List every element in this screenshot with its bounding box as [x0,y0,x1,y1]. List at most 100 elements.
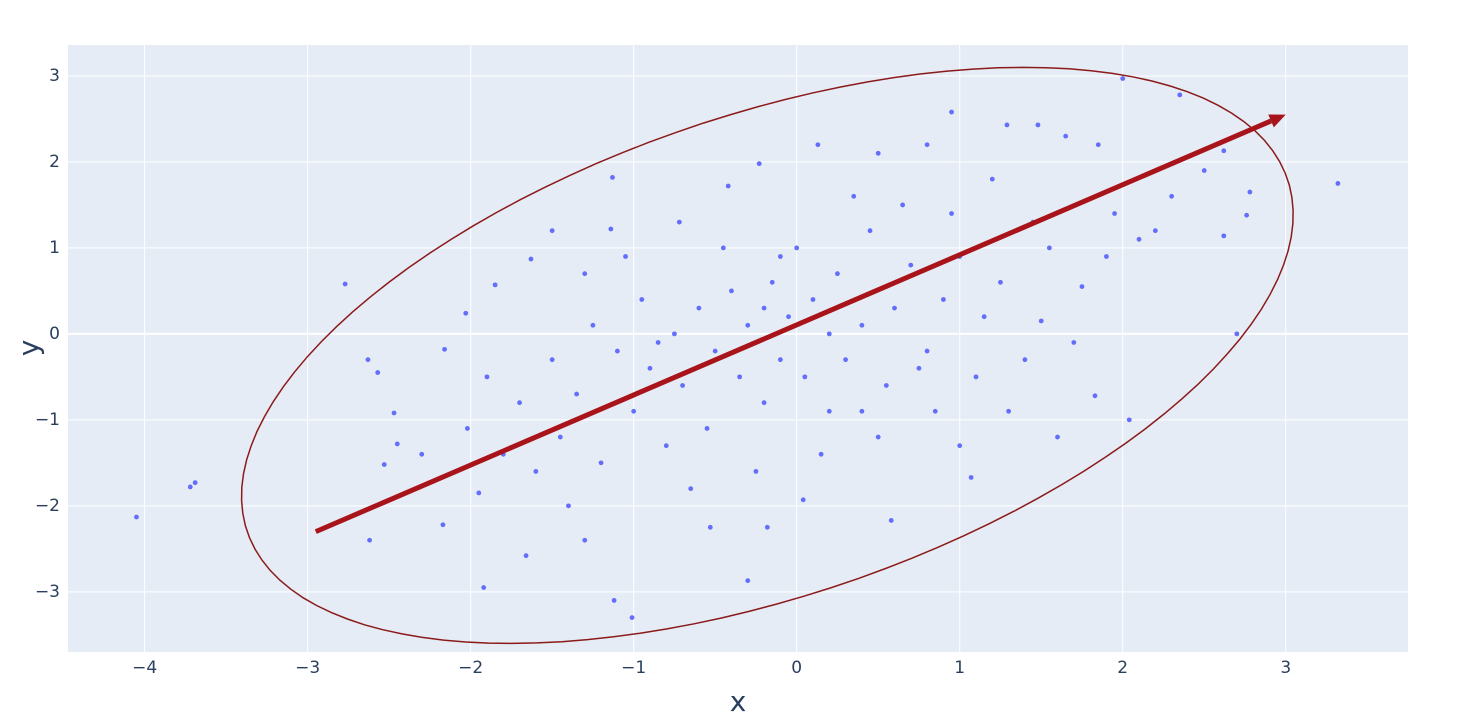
x-tick-label: 2 [1117,658,1128,678]
point [764,524,770,530]
point [777,357,783,363]
point [818,451,824,457]
point [440,522,446,528]
x-tick-label: 0 [791,658,802,678]
point [1006,408,1012,414]
x-axis-title: x [730,685,747,718]
point [800,497,806,503]
point [463,310,469,316]
point [1004,122,1010,128]
point [375,370,381,375]
point [1177,92,1183,98]
point [557,434,563,440]
point [582,537,588,543]
point [1221,233,1227,239]
y-tick-label: 0 [49,324,60,344]
x-tick-label: −2 [458,658,483,678]
point [598,460,604,466]
point [391,410,397,416]
point [924,348,930,354]
point [533,469,539,474]
point [1201,168,1207,173]
point [608,226,614,232]
point [1038,318,1044,324]
point [867,228,873,234]
point [639,297,645,302]
point [549,228,555,234]
point [365,357,371,363]
point [419,451,425,457]
point [134,514,139,520]
point [769,279,775,285]
point [924,142,930,148]
point [394,441,400,447]
point [696,305,702,311]
point [590,322,596,328]
point [851,193,857,199]
y-axis-title: y [12,340,45,357]
point [761,400,767,406]
point [794,245,800,251]
point [729,288,734,294]
point [908,262,914,268]
point [187,484,193,490]
point [442,346,447,352]
point [737,374,743,380]
point [859,408,865,414]
point [680,383,685,388]
y-tick-label: 2 [49,152,60,172]
point [381,462,387,467]
point [957,443,963,449]
x-tick-label: −4 [132,658,157,678]
point [892,305,897,311]
point [1035,122,1041,128]
point [900,202,906,208]
point [582,271,588,277]
y-tick-label: 3 [49,66,60,86]
point [1112,211,1117,216]
point [484,374,490,380]
point [916,365,922,371]
point [761,305,767,311]
point [826,408,832,414]
point [631,408,637,414]
point [1126,417,1132,423]
y-tick-label: 1 [49,238,60,258]
x-tick-label: −3 [295,658,320,678]
point [1079,284,1085,289]
point [528,256,534,262]
point [342,281,348,287]
point [786,314,791,320]
point [663,443,669,449]
point [611,598,617,603]
point [1244,212,1250,218]
point [745,322,751,328]
point [802,374,808,380]
point [517,400,522,406]
point [1136,236,1142,242]
point [989,176,995,182]
point [492,282,498,288]
point [481,585,487,590]
arrow-shaft [314,118,1273,534]
point [826,331,832,337]
point [998,279,1003,285]
point [932,408,938,414]
x-tick-label: 1 [954,658,965,678]
point [1120,76,1126,81]
point [968,475,974,480]
point [815,142,821,148]
point [1092,393,1098,399]
point [949,109,954,115]
point [629,615,635,621]
point [676,219,682,225]
point [720,245,726,251]
point [523,553,529,559]
point [614,348,620,354]
point [707,524,713,530]
point [843,357,848,363]
point [1234,331,1240,337]
point [1169,193,1175,199]
y-tick-label: −2 [35,496,60,516]
